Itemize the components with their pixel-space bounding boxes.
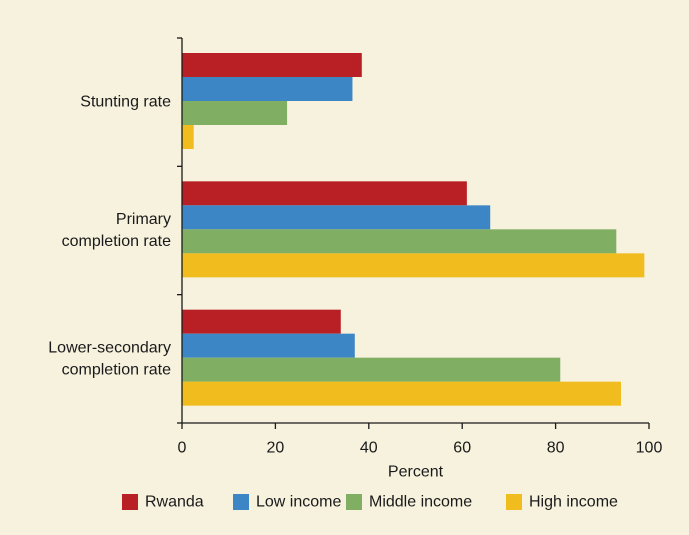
legend-label-1: Rwanda	[145, 494, 204, 511]
bar-4-1	[182, 125, 194, 149]
x-tick-label-20: 20	[267, 440, 285, 457]
category-label-2-line-1: Primary	[116, 211, 171, 228]
x-tick-label-0: 0	[178, 440, 187, 457]
legend-label-2: Low income	[256, 494, 341, 511]
x-tick-label-80: 80	[547, 440, 565, 457]
legend-swatch-4	[506, 494, 522, 510]
category-label-3-line-1: Lower-secondary	[48, 339, 171, 356]
category-label-2-line-2: completion rate	[62, 233, 171, 250]
bar-2-2	[182, 205, 491, 230]
legend-label-3: Middle income	[369, 494, 472, 511]
legend-swatch-3	[346, 494, 362, 510]
legend-swatch-1	[122, 494, 138, 510]
bar-1-1	[182, 53, 362, 77]
bar-2-1	[182, 77, 353, 101]
bar-4-2	[182, 253, 645, 278]
bar-3-3	[182, 357, 561, 382]
x-tick-label-40: 40	[360, 440, 378, 457]
bar-2-3	[182, 333, 355, 358]
bar-4-3	[182, 381, 621, 406]
category-label-1: Stunting rate	[80, 94, 171, 111]
bar-1-3	[182, 309, 341, 334]
category-label-3-line-2: completion rate	[62, 361, 171, 378]
legend-label-4: High income	[529, 494, 618, 511]
x-axis-title: Percent	[388, 464, 444, 481]
x-tick-label-60: 60	[453, 440, 471, 457]
bar-3-1	[182, 101, 288, 125]
legend-swatch-2	[233, 494, 249, 510]
x-tick-label-100: 100	[636, 440, 663, 457]
bar-1-2	[182, 181, 467, 206]
bar-3-2	[182, 229, 617, 254]
